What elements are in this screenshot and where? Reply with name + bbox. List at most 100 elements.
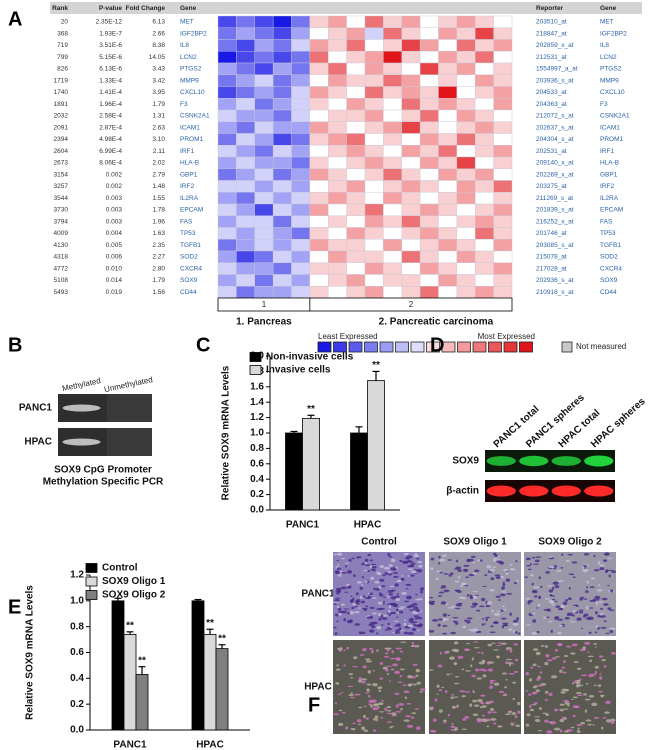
- cell: [463, 564, 470, 567]
- table-cell: 0.006: [106, 254, 123, 261]
- cell: [490, 577, 495, 581]
- table-cell: 1.48: [152, 183, 165, 190]
- legend-label: Non-invasive cells: [266, 352, 354, 363]
- cell: [559, 718, 565, 723]
- cell: [341, 603, 345, 606]
- panel-letter: A: [8, 8, 22, 30]
- heatmap-cell: [493, 168, 513, 181]
- legend-swatch: [348, 341, 363, 353]
- cell: [368, 629, 375, 633]
- cell: [447, 607, 454, 609]
- cell: [443, 573, 449, 575]
- cell: [403, 622, 407, 626]
- cell: [386, 706, 392, 709]
- y-tick-label: 0.8: [70, 621, 84, 632]
- heatmap-cell: [475, 109, 494, 122]
- cell: [496, 655, 500, 659]
- heatmap-cell: [291, 121, 311, 134]
- cell: [405, 588, 409, 590]
- cell: [337, 722, 344, 727]
- table-cell: 0.004: [106, 230, 123, 237]
- cell: [369, 621, 376, 625]
- cell: [438, 689, 443, 692]
- heatmap-cell: [364, 62, 384, 75]
- cell: [610, 589, 614, 593]
- cell: [371, 597, 377, 599]
- table-cell: 2.66: [152, 30, 165, 37]
- heatmap-cell: [419, 286, 439, 299]
- cell: [501, 605, 505, 608]
- cell: [567, 597, 572, 601]
- cell: [576, 667, 582, 670]
- cell: [361, 595, 367, 598]
- bar: [203, 634, 217, 731]
- blot-strip: [485, 450, 615, 472]
- cell: [597, 626, 600, 630]
- cell: [533, 702, 538, 705]
- cell: [339, 647, 343, 651]
- heatmap-cell: [383, 215, 402, 228]
- cell: [353, 574, 356, 578]
- cell: [394, 583, 399, 587]
- cell: [359, 654, 365, 656]
- cell: [336, 606, 340, 609]
- cell: [583, 613, 589, 617]
- cell: [485, 617, 488, 622]
- cell: [386, 712, 393, 715]
- heatmap-cell: [328, 156, 347, 169]
- heatmap-cell: [401, 286, 421, 299]
- cell: [529, 678, 533, 682]
- table-cell: 201746_at: [536, 230, 567, 237]
- heatmap-cell: [383, 192, 402, 205]
- cell: [367, 695, 371, 698]
- heatmap-cell: [383, 15, 402, 28]
- heatmap-cell: [309, 274, 329, 287]
- table-cell: 826: [57, 66, 68, 73]
- cell: [584, 641, 591, 645]
- heatmap-cell: [272, 133, 292, 146]
- heatmap-cell: [254, 203, 274, 216]
- cell: [338, 611, 344, 614]
- cell: [529, 708, 535, 712]
- heatmap-cell: [272, 250, 292, 263]
- panel-letter: C: [196, 334, 210, 356]
- heatmap-cell: [217, 203, 237, 216]
- heatmap-cell: [328, 203, 347, 216]
- heatmap-cell: [456, 86, 476, 99]
- cell: [369, 559, 373, 562]
- cell: [438, 561, 441, 565]
- cell: [555, 605, 561, 609]
- cell: [476, 609, 481, 612]
- heatmap-cell: [456, 215, 476, 228]
- cell: [555, 600, 558, 603]
- cell: [497, 725, 502, 728]
- cell: [379, 578, 385, 582]
- cell: [593, 642, 598, 645]
- heatmap-cell: [309, 62, 329, 75]
- table-cell: 2.79: [152, 171, 165, 178]
- cell: [359, 586, 363, 591]
- heatmap-cell: [438, 62, 458, 75]
- heatmap-cell: [401, 262, 421, 275]
- table-cell: 203510_at: [536, 19, 567, 26]
- cell: [455, 559, 459, 563]
- heatmap-cell: [401, 121, 421, 134]
- heatmap-cell: [236, 227, 255, 240]
- table-cell: 2.35E-12: [96, 19, 123, 26]
- cell: [342, 610, 348, 614]
- column-label: Control: [361, 537, 397, 548]
- cell: [450, 631, 457, 635]
- cell: [544, 698, 549, 701]
- cell: [600, 695, 604, 698]
- heatmap-cell: [493, 192, 513, 205]
- cell: [537, 665, 541, 668]
- heatmap-cell: [272, 86, 292, 99]
- heatmap-cell: [419, 145, 439, 158]
- table-cell: EPCAM: [600, 207, 623, 214]
- table-cell: 2.02: [152, 160, 165, 167]
- heatmap-cell: [493, 109, 513, 122]
- cell: [597, 601, 604, 603]
- cell: [417, 629, 420, 632]
- cell: [379, 607, 385, 610]
- table-cell: F3: [600, 101, 608, 108]
